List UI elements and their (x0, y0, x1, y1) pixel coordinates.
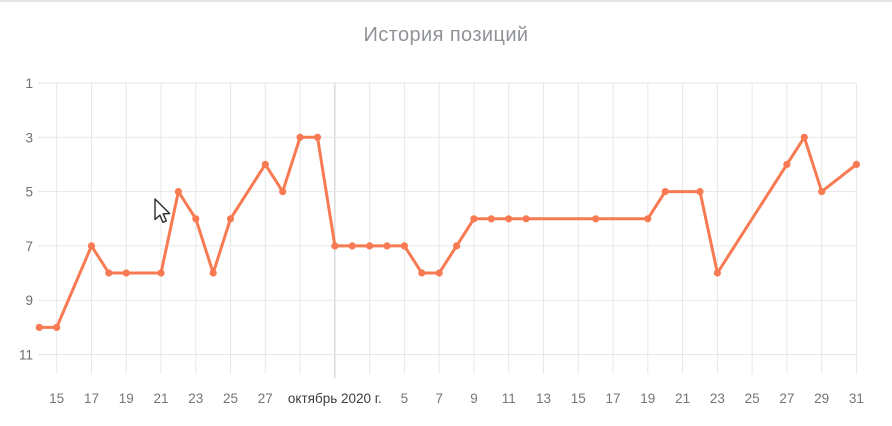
data-point[interactable] (348, 242, 356, 250)
y-tick-label: 3 (25, 130, 33, 145)
data-point[interactable] (592, 215, 600, 223)
data-point[interactable] (383, 242, 391, 250)
data-point[interactable] (313, 133, 322, 141)
y-tick-label: 5 (25, 185, 33, 200)
x-tick-label: 25 (223, 391, 238, 406)
x-tick-label: 11 (502, 391, 516, 406)
y-tick-label: 1 (25, 76, 33, 91)
chart-title: История позиций (363, 24, 529, 46)
data-point[interactable] (35, 323, 43, 331)
data-point[interactable] (53, 323, 61, 331)
data-point[interactable] (174, 188, 182, 196)
x-tick-label: 7 (435, 391, 443, 406)
data-point[interactable] (261, 160, 269, 168)
x-tick-label: 17 (606, 391, 621, 406)
data-point[interactable] (661, 188, 669, 196)
data-point[interactable] (331, 242, 339, 250)
x-tick-label: 19 (640, 391, 655, 406)
x-tick-label: 21 (153, 391, 168, 406)
data-point[interactable] (487, 215, 495, 223)
y-tick-label: 11 (19, 348, 33, 363)
panel-top-border (0, 0, 892, 2)
x-tick-label: 15 (571, 391, 586, 406)
data-point[interactable] (696, 188, 704, 196)
data-point[interactable] (818, 188, 826, 196)
data-point[interactable] (279, 188, 287, 196)
data-point[interactable] (366, 242, 374, 250)
x-tick-label: 27 (258, 391, 273, 406)
x-tick-label: 27 (779, 391, 794, 406)
y-tick-label: 7 (25, 239, 33, 254)
x-tick-label: 23 (710, 391, 725, 406)
series-line (37, 135, 858, 329)
data-point[interactable] (122, 269, 130, 277)
x-tick-label: 13 (536, 391, 551, 406)
data-point[interactable] (852, 160, 861, 168)
data-point[interactable] (522, 215, 530, 223)
x-tick-label: 15 (49, 391, 64, 406)
data-point[interactable] (105, 269, 113, 277)
data-point[interactable] (505, 215, 513, 223)
data-point[interactable] (470, 215, 478, 223)
data-point[interactable] (783, 160, 791, 168)
data-point[interactable] (713, 269, 722, 277)
data-point[interactable] (453, 242, 461, 250)
data-point[interactable] (87, 242, 96, 250)
x-tick-label: 5 (401, 391, 409, 406)
x-tick-label: 17 (84, 391, 99, 406)
x-tick-label: 23 (188, 391, 203, 406)
data-point[interactable] (644, 215, 652, 223)
data-point[interactable] (418, 269, 426, 277)
data-point[interactable] (435, 269, 443, 277)
x-tick-label: 25 (745, 391, 760, 406)
data-point[interactable] (226, 215, 235, 223)
x-tick-label: 29 (814, 391, 829, 406)
x-tick-label: 19 (119, 391, 134, 406)
x-axis-month-label: октябрь 2020 г. (288, 391, 382, 406)
x-tick-label: 31 (849, 391, 864, 406)
data-point[interactable] (209, 269, 217, 277)
data-point[interactable] (192, 215, 200, 223)
data-point[interactable] (400, 242, 408, 250)
data-point[interactable] (157, 269, 165, 277)
data-point[interactable] (296, 133, 304, 141)
x-tick-label: 9 (470, 391, 478, 406)
data-point[interactable] (800, 133, 808, 141)
y-tick-label: 9 (25, 293, 33, 308)
x-tick-label: 21 (675, 391, 690, 406)
